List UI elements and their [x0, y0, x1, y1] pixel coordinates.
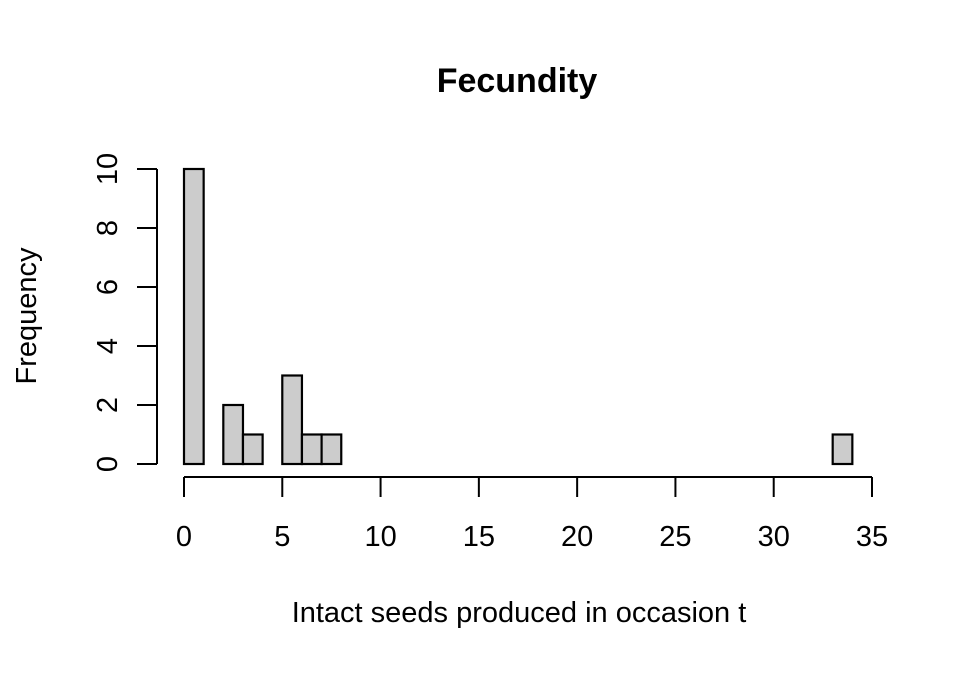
histogram-bar	[241, 433, 264, 466]
y-tick-label: 2	[92, 397, 124, 413]
x-tick-label: 35	[856, 521, 888, 553]
histogram-bar	[831, 433, 854, 466]
y-axis: 0 2 4 6 8 10	[92, 153, 158, 472]
x-axis-label: Intact seeds produced in occasion t	[292, 597, 747, 629]
y-tick-label: 10	[92, 153, 124, 185]
x-tick-label: 0	[176, 521, 192, 553]
x-tick-label: 20	[561, 521, 593, 553]
histogram-bar	[281, 374, 304, 466]
x-tick-label: 25	[659, 521, 691, 553]
y-tick-label: 8	[92, 220, 124, 236]
x-axis: 0 5 10 15 20 25 30 35	[176, 476, 888, 553]
histogram-bar	[222, 403, 245, 466]
histogram-bar	[320, 433, 343, 466]
y-tick-label: 4	[92, 338, 124, 354]
histogram-bar	[182, 167, 205, 466]
y-tick-label: 6	[92, 279, 124, 295]
x-tick-label: 5	[274, 521, 290, 553]
chart-title: Fecundity	[437, 62, 598, 100]
x-tick-label: 15	[463, 521, 495, 553]
x-tick-label: 30	[758, 521, 790, 553]
y-axis-label: Frequency	[11, 247, 43, 385]
x-tick-label: 10	[364, 521, 396, 553]
histogram-bar	[300, 433, 323, 466]
histogram-bars	[182, 167, 854, 466]
y-tick-label: 0	[92, 456, 124, 472]
